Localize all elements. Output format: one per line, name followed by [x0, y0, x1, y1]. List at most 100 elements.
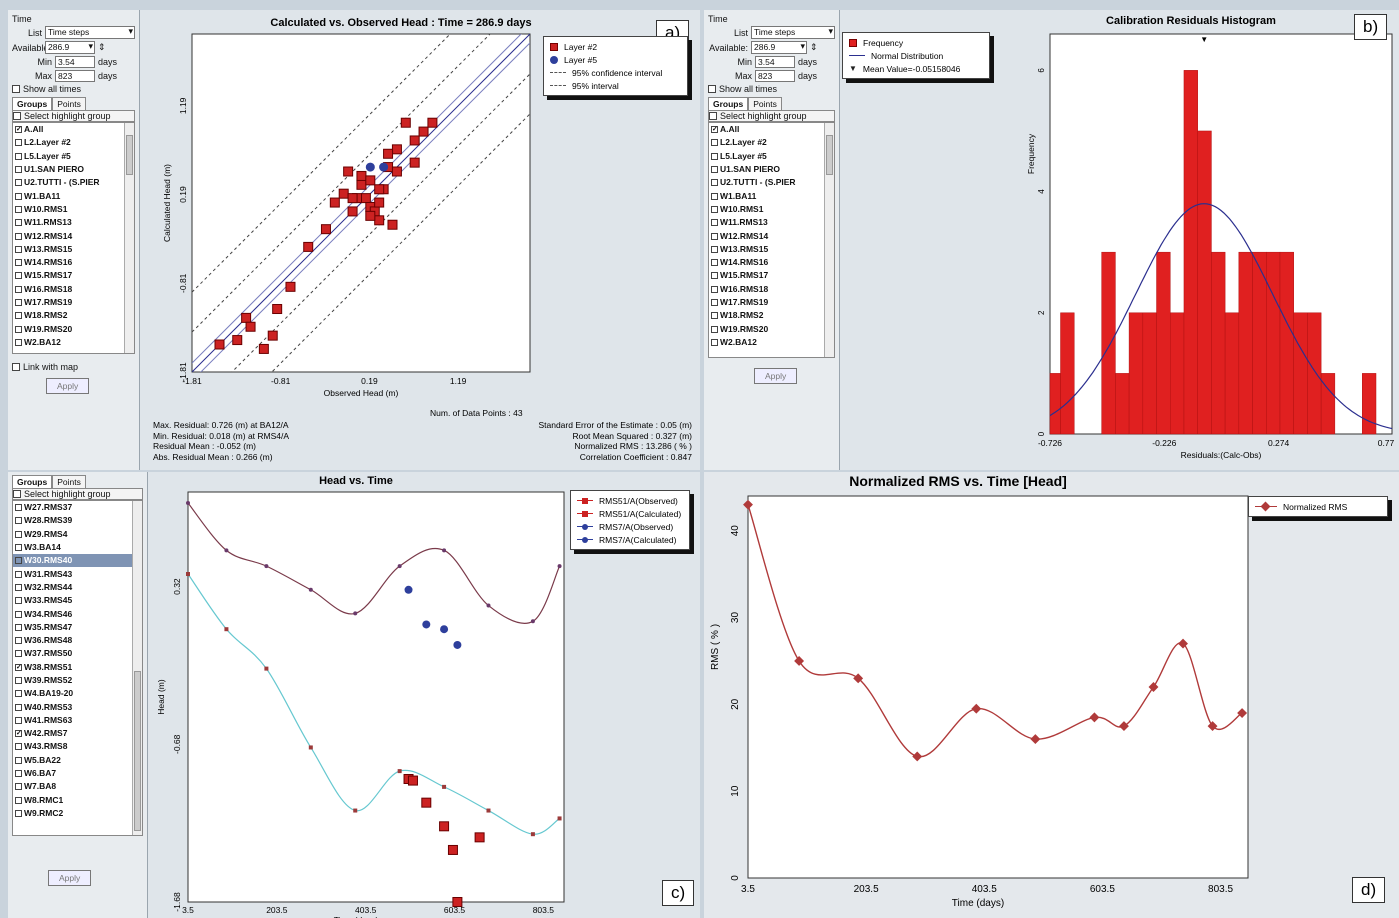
item-checkbox[interactable]: ✓ [15, 663, 22, 671]
list-item[interactable]: W14.RMS16 [709, 256, 834, 269]
list-item[interactable]: W34.RMS46 [13, 607, 142, 620]
item-checkbox[interactable] [15, 583, 22, 591]
item-checkbox[interactable] [711, 272, 718, 280]
list-item[interactable]: ✓ A.All [13, 123, 134, 136]
item-checkbox[interactable] [711, 325, 718, 333]
min-field[interactable]: 3.54 [755, 56, 795, 68]
list-item[interactable]: U2.TUTTI - (S.PIER [709, 176, 834, 189]
tab-groups[interactable]: Groups [12, 475, 53, 488]
list-item[interactable]: W13.RMS15 [13, 243, 134, 256]
list-item[interactable]: W1.BA11 [13, 189, 134, 202]
list-item[interactable]: W15.RMS17 [709, 269, 834, 282]
apply-button[interactable]: Apply [46, 378, 90, 394]
list-item[interactable]: W29.RMS4 [13, 528, 142, 541]
item-checkbox[interactable] [711, 259, 718, 267]
list-select[interactable]: Time steps [45, 26, 135, 39]
item-checkbox[interactable] [15, 517, 22, 525]
list-item[interactable]: W1.BA11 [709, 189, 834, 202]
list-item[interactable]: W14.RMS16 [13, 256, 134, 269]
item-checkbox[interactable] [15, 139, 22, 147]
item-checkbox[interactable] [15, 312, 22, 320]
item-checkbox[interactable]: ✓ [711, 126, 718, 134]
tab-points[interactable]: Points [52, 475, 86, 488]
list-scrollbar[interactable] [124, 123, 134, 353]
show-all-times-checkbox[interactable] [708, 85, 716, 93]
item-checkbox[interactable] [15, 690, 22, 698]
list-item[interactable]: ✓ A.All [709, 123, 834, 136]
tab-points[interactable]: Points [52, 97, 86, 110]
list-item[interactable]: W16.RMS18 [709, 283, 834, 296]
tab-groups[interactable]: Groups [12, 97, 53, 110]
list-item[interactable]: U1.SAN PIERO [13, 163, 134, 176]
apply-button[interactable]: Apply [48, 870, 92, 886]
list-item[interactable]: W5.BA22 [13, 754, 142, 767]
spin-icon[interactable]: ⇕ [810, 42, 818, 52]
list-item[interactable]: L5.Layer #5 [709, 150, 834, 163]
item-checkbox[interactable] [15, 703, 22, 711]
list-item[interactable]: W43.RMS8 [13, 740, 142, 753]
item-checkbox[interactable] [711, 285, 718, 293]
highlight-checkbox[interactable] [709, 112, 717, 120]
list-item[interactable]: W39.RMS52 [13, 674, 142, 687]
item-checkbox[interactable] [711, 338, 718, 346]
item-checkbox[interactable] [15, 544, 22, 552]
item-checkbox[interactable] [15, 192, 22, 200]
list-item[interactable]: U2.TUTTI - (S.PIER [13, 176, 134, 189]
item-checkbox[interactable] [15, 245, 22, 253]
item-checkbox[interactable] [15, 166, 22, 174]
list-item[interactable]: W3.BA14 [13, 541, 142, 554]
list-scrollbar[interactable] [824, 123, 834, 357]
spin-icon[interactable]: ⇕ [98, 42, 106, 52]
list-item[interactable]: W17.RMS19 [13, 296, 134, 309]
item-checkbox[interactable] [711, 299, 718, 306]
item-checkbox[interactable] [15, 677, 22, 684]
item-checkbox[interactable] [711, 192, 718, 200]
item-checkbox[interactable] [15, 743, 22, 751]
available-select[interactable]: 286.9 [751, 41, 807, 54]
available-select[interactable]: 286.9 [45, 41, 95, 54]
list-item[interactable]: W28.RMS39 [13, 514, 142, 527]
item-checkbox[interactable] [15, 325, 22, 333]
list-item[interactable]: W16.RMS18 [13, 283, 134, 296]
min-field[interactable]: 3.54 [55, 56, 95, 68]
tab-points[interactable]: Points [748, 97, 782, 110]
item-checkbox[interactable] [711, 219, 718, 227]
highlight-checkbox[interactable] [13, 490, 21, 498]
list-item[interactable]: L5.Layer #5 [13, 150, 134, 163]
list-item[interactable]: W31.RMS43 [13, 567, 142, 580]
item-checkbox[interactable] [15, 809, 22, 817]
item-checkbox[interactable] [15, 756, 22, 764]
list-item[interactable]: W11.RMS13 [13, 216, 134, 229]
link-with-map-checkbox[interactable] [12, 363, 20, 371]
item-checkbox[interactable] [15, 716, 22, 724]
item-checkbox[interactable] [15, 597, 22, 605]
item-checkbox[interactable] [711, 312, 718, 320]
list-item[interactable]: W18.RMS2 [13, 309, 134, 322]
tab-groups[interactable]: Groups [708, 97, 749, 110]
list-item[interactable]: W32.RMS44 [13, 581, 142, 594]
list-item[interactable]: W2.BA12 [709, 336, 834, 349]
highlight-checkbox[interactable] [13, 112, 21, 120]
item-checkbox[interactable] [15, 232, 22, 240]
item-checkbox[interactable] [15, 623, 22, 631]
list-item[interactable]: ✓ W42.RMS7 [13, 727, 142, 740]
list-item[interactable]: W17.RMS19 [709, 296, 834, 309]
item-checkbox[interactable] [15, 299, 22, 306]
item-checkbox[interactable]: ✓ [15, 126, 22, 134]
item-checkbox[interactable] [15, 504, 22, 512]
list-item[interactable]: W10.RMS1 [709, 203, 834, 216]
item-checkbox[interactable] [15, 637, 22, 645]
item-checkbox[interactable] [15, 272, 22, 280]
list-item[interactable]: W8.RMC1 [13, 794, 142, 807]
list-item[interactable]: W18.RMS2 [709, 309, 834, 322]
list-item[interactable]: W19.RMS20 [709, 322, 834, 335]
list-item[interactable]: W37.RMS50 [13, 647, 142, 660]
max-field[interactable]: 823 [55, 70, 95, 82]
list-item[interactable]: W30.RMS40 [13, 554, 142, 568]
item-checkbox[interactable] [15, 259, 22, 267]
max-field[interactable]: 823 [755, 70, 795, 82]
item-checkbox[interactable] [711, 152, 718, 160]
item-checkbox[interactable] [711, 245, 718, 253]
item-checkbox[interactable] [15, 770, 22, 778]
list-item[interactable]: W27.RMS37 [13, 501, 142, 514]
